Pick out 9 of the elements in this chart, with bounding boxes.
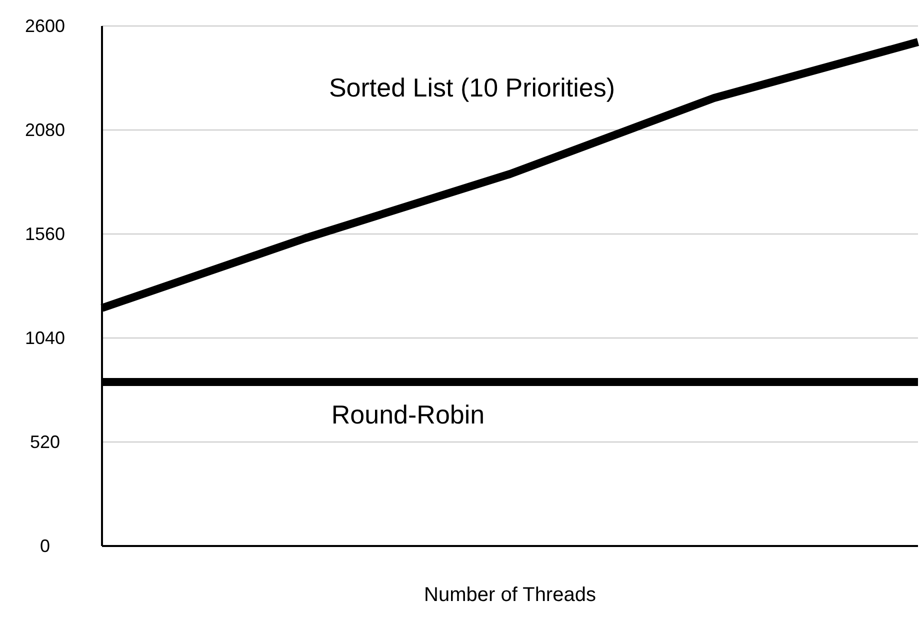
y-tick-label: 1040 [24, 328, 66, 348]
y-tick-label: 2600 [24, 16, 66, 36]
y-tick-label: 2080 [24, 120, 66, 140]
series-label: Round-Robin [331, 399, 485, 430]
series-label: Sorted List (10 Priorities) [328, 72, 616, 104]
y-tick-label: 1560 [24, 224, 66, 244]
y-tick-label: 520 [30, 432, 60, 452]
x-axis-title: Number of Threads [423, 584, 597, 607]
y-tick-label: 0 [40, 536, 50, 556]
